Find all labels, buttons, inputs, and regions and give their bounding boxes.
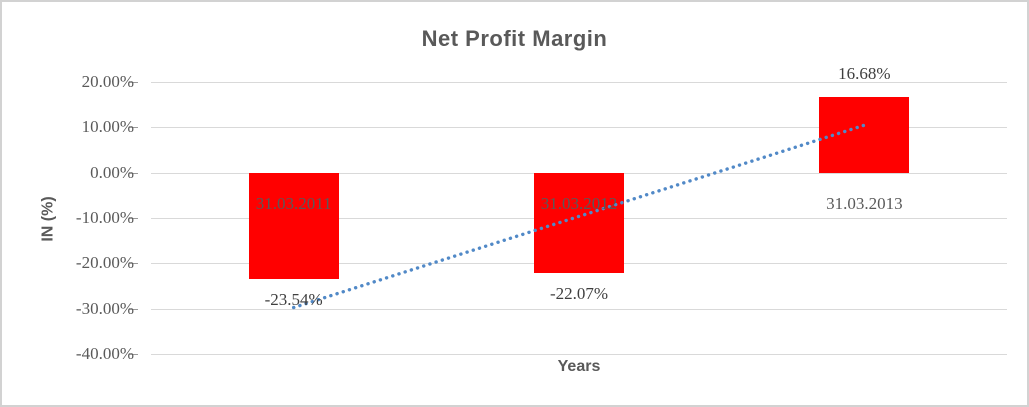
y-tick-label: 20.00% [81, 72, 134, 91]
x-axis-title: Years [557, 358, 601, 375]
y-tick-label: -30.00% [75, 298, 134, 318]
y-tick-label: -10.00% [75, 208, 134, 227]
y-tick-label: -40.00% [75, 344, 134, 363]
y-axis-tickmark [129, 263, 138, 265]
bar-31.03.2013 [819, 97, 910, 173]
y-axis-tickmark [129, 218, 138, 219]
chart-title: Net Profit Margin [421, 26, 608, 51]
gridline [151, 354, 1007, 355]
y-axis-tickmark [129, 308, 138, 310]
y-axis-tickmark [129, 127, 138, 129]
y-axis-tickmark [129, 172, 138, 174]
y-tick-label: 10.00% [81, 117, 134, 137]
category-label: 31.03.2013 [826, 193, 903, 213]
y-tick-label: 0.00% [90, 162, 134, 182]
y-axis-tickmark [129, 82, 138, 83]
data-label: -22.07% [549, 283, 609, 303]
bar-31.03.2012 [534, 172, 624, 273]
data-label: -23.54% [264, 290, 323, 310]
data-label: 16.68% [838, 64, 891, 84]
category-label: 31.03.2011 [255, 193, 332, 213]
category-label: 31.03.2012 [540, 193, 618, 213]
y-axis-tickmark [129, 354, 138, 355]
bar-31.03.2011 [248, 172, 339, 280]
y-tick-label: -20.00% [75, 253, 134, 273]
gridline [151, 82, 1007, 83]
